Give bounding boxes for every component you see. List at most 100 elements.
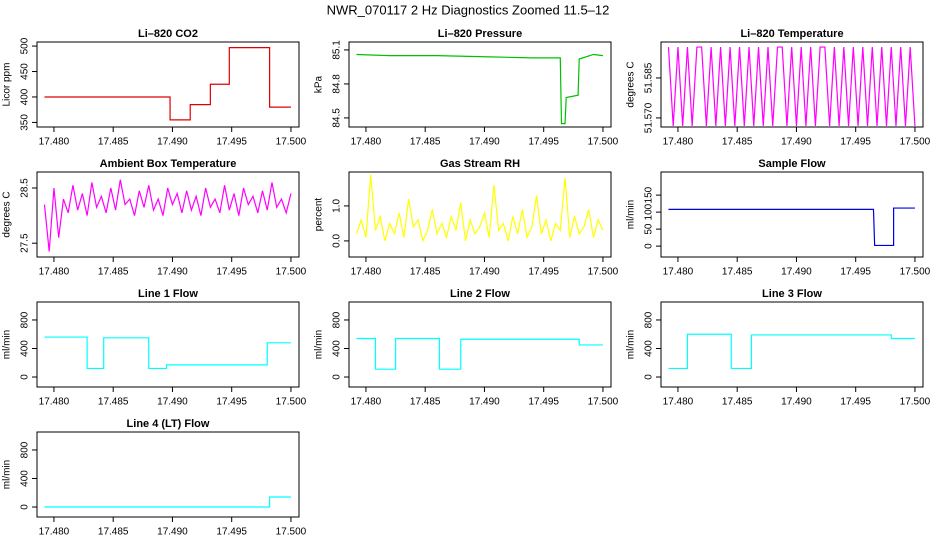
y-tick-label: 400 [20, 470, 31, 487]
x-tick-label: 17.480 [39, 397, 70, 408]
y-tick-label: 400 [332, 340, 343, 357]
x-tick-label: 17.490 [157, 527, 188, 538]
x-tick-label: 17.480 [39, 137, 70, 148]
panel-title: Gas Stream RH [440, 158, 520, 170]
y-tick-label: 0 [644, 374, 655, 380]
plot-frame [36, 301, 300, 388]
x-tick-label: 17.490 [157, 397, 188, 408]
plot-area [667, 46, 916, 126]
plot-frame [36, 171, 300, 258]
y-axis-label: ml/min [2, 330, 13, 359]
x-tick-label: 17.495 [528, 397, 559, 408]
x-tick-label: 17.485 [98, 137, 129, 148]
y-tick-label: 400 [20, 340, 31, 357]
x-tick-label: 17.480 [663, 397, 694, 408]
plot-area [668, 207, 915, 247]
y-axis-label: ml/min [314, 330, 325, 359]
panel-title: Li–820 CO2 [138, 28, 198, 40]
plot-area [356, 53, 604, 125]
plot-frame [660, 171, 924, 258]
panel-title: Ambient Box Temperature [100, 158, 237, 170]
panel-title: Line 4 (LT) Flow [127, 418, 210, 430]
figure-title: NWR_070117 2 Hz Diagnostics Zoomed 11.5–… [327, 2, 610, 17]
y-tick-label: 400 [644, 340, 655, 357]
y-tick-label: 51.570 [644, 102, 655, 133]
x-tick-label: 17.490 [157, 267, 188, 278]
y-tick-label: 0 [332, 374, 343, 380]
x-tick-label: 17.485 [410, 397, 441, 408]
plot-area [44, 496, 291, 508]
data-line [356, 53, 604, 125]
x-tick-label: 17.495 [840, 137, 871, 148]
y-tick-label: 800 [20, 441, 31, 458]
panel-title: Line 3 Flow [762, 288, 822, 300]
y-tick-label: 350 [20, 114, 31, 131]
x-tick-label: 17.495 [528, 137, 559, 148]
x-tick-label: 17.495 [216, 137, 247, 148]
panel-title: Li–820 Pressure [438, 28, 522, 40]
x-tick-label: 17.480 [351, 137, 382, 148]
plot-frame [348, 171, 612, 258]
x-tick-label: 17.500 [588, 397, 619, 408]
x-tick-label: 17.490 [781, 137, 812, 148]
x-tick-label: 17.485 [98, 527, 129, 538]
x-tick-label: 17.495 [840, 267, 871, 278]
y-axis-label: Licor ppm [2, 63, 13, 107]
plot-area [668, 333, 915, 370]
y-tick-label: 27.5 [20, 233, 31, 253]
x-tick-label: 17.495 [528, 267, 559, 278]
x-tick-label: 17.500 [900, 267, 931, 278]
y-tick-label: 450 [20, 63, 31, 80]
plot-frame [348, 41, 612, 128]
x-tick-label: 17.485 [410, 267, 441, 278]
y-tick-label: 1.0 [332, 199, 343, 213]
y-tick-label: 0 [644, 243, 655, 249]
x-tick-label: 17.500 [276, 267, 307, 278]
y-tick-label: 800 [644, 311, 655, 328]
x-tick-label: 17.480 [39, 527, 70, 538]
y-tick-label: 400 [20, 88, 31, 105]
y-tick-label: 150 [644, 186, 655, 203]
y-axis-label: kPa [314, 75, 325, 93]
x-tick-label: 17.500 [900, 397, 931, 408]
x-tick-label: 17.485 [722, 267, 753, 278]
y-tick-label: 0.0 [332, 234, 343, 248]
data-line [44, 47, 291, 121]
y-tick-label: 800 [332, 311, 343, 328]
panel-title: Line 2 Flow [450, 288, 510, 300]
y-tick-label: 51.585 [644, 62, 655, 93]
data-line [668, 207, 915, 247]
plot-frame [660, 41, 924, 128]
y-axis-label: degrees C [626, 61, 637, 107]
plot-area [44, 47, 291, 121]
y-axis-label: ml/min [626, 330, 637, 359]
x-tick-label: 17.485 [722, 137, 753, 148]
plot-area [356, 337, 603, 370]
x-tick-label: 17.495 [216, 267, 247, 278]
panel-title: Sample Flow [758, 158, 826, 170]
y-axis-label: degrees C [2, 191, 13, 237]
x-tick-label: 17.500 [276, 137, 307, 148]
y-tick-label: 28.5 [20, 178, 31, 198]
y-tick-label: 800 [20, 311, 31, 328]
x-tick-label: 17.495 [216, 397, 247, 408]
y-axis-label: ml/min [626, 200, 637, 229]
x-tick-label: 17.480 [663, 267, 694, 278]
x-tick-label: 17.500 [276, 397, 307, 408]
plot-area [44, 336, 291, 370]
x-tick-label: 17.480 [39, 267, 70, 278]
x-tick-label: 17.500 [276, 527, 307, 538]
x-tick-label: 17.490 [781, 267, 812, 278]
x-tick-label: 17.480 [351, 267, 382, 278]
panel-title: Li–820 Temperature [740, 28, 843, 40]
x-tick-label: 17.485 [98, 267, 129, 278]
y-tick-label: 50 [644, 223, 655, 235]
y-tick-label: 500 [20, 37, 31, 54]
data-line [668, 333, 915, 370]
x-tick-label: 17.485 [722, 397, 753, 408]
x-tick-label: 17.490 [469, 267, 500, 278]
x-tick-label: 17.490 [781, 397, 812, 408]
data-line [355, 174, 604, 243]
x-tick-label: 17.500 [588, 267, 619, 278]
